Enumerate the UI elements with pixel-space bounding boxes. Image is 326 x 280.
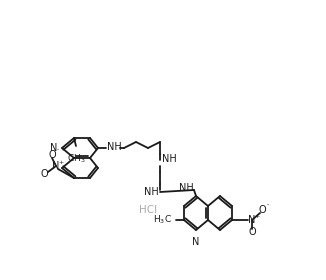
Text: +: + <box>58 160 64 165</box>
Text: -: - <box>267 202 269 207</box>
Text: O: O <box>40 169 48 179</box>
Text: +: + <box>254 213 259 218</box>
Text: O: O <box>48 150 56 160</box>
Text: CH$_3$: CH$_3$ <box>67 152 85 165</box>
Text: NH: NH <box>162 154 176 164</box>
Text: O: O <box>248 227 256 237</box>
Text: O: O <box>258 205 266 215</box>
Text: N: N <box>248 215 256 225</box>
Text: N: N <box>52 161 60 171</box>
Text: HCl: HCl <box>139 205 157 215</box>
Text: NH: NH <box>107 142 121 152</box>
Text: H$_3$C: H$_3$C <box>153 214 172 226</box>
Text: NH: NH <box>179 183 193 193</box>
Text: N: N <box>50 143 57 153</box>
Text: N: N <box>192 237 200 247</box>
Text: NH: NH <box>144 187 158 197</box>
Text: -: - <box>57 148 59 153</box>
